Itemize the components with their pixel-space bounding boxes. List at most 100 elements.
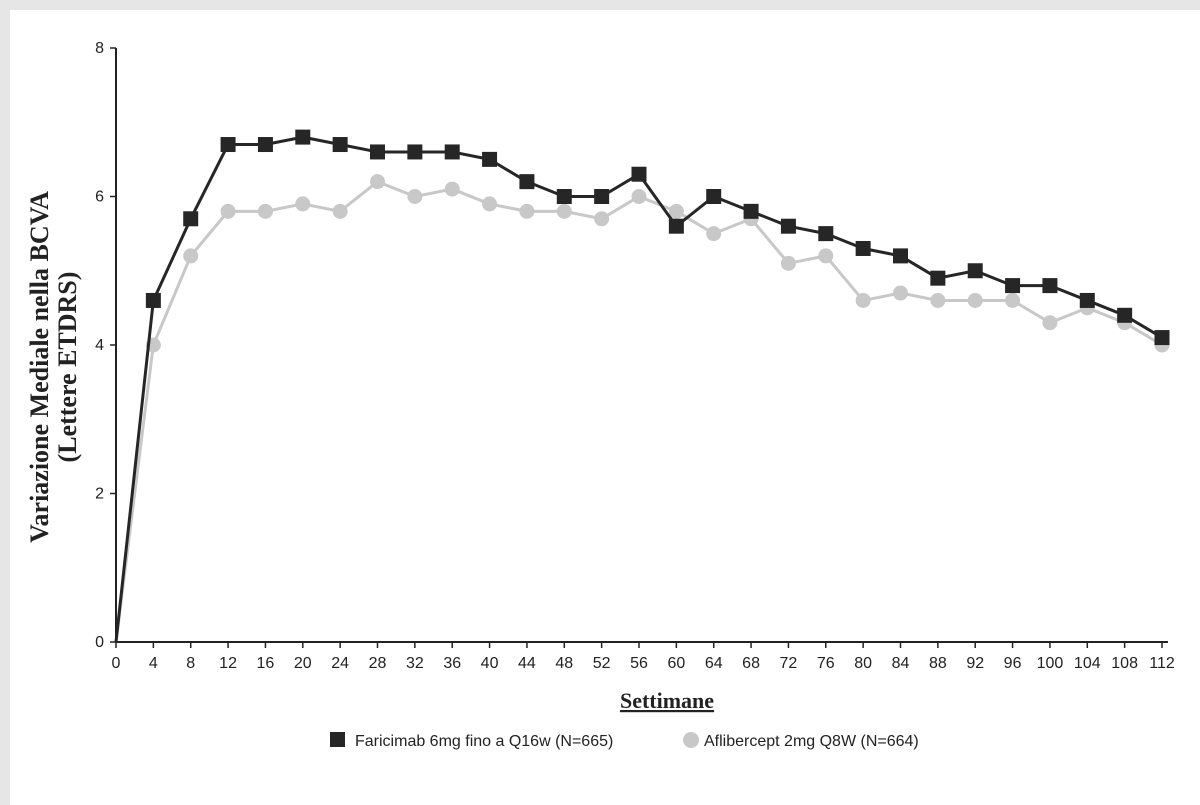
- x-tick-label: 20: [294, 655, 312, 672]
- data-point-faricimab: [556, 189, 572, 204]
- x-tick-label: 80: [854, 655, 872, 672]
- x-tick-label: 4: [149, 655, 158, 672]
- data-point-faricimab: [594, 189, 610, 204]
- data-point-aflibercept: [332, 203, 348, 219]
- data-point-faricimab: [370, 144, 385, 160]
- data-point-faricimab: [967, 263, 983, 279]
- x-tick-label: 40: [481, 655, 499, 672]
- data-point-faricimab: [631, 166, 647, 182]
- x-tick-label: 12: [219, 655, 237, 672]
- x-tick-label: 84: [892, 655, 910, 672]
- x-tick-label: 96: [1004, 655, 1022, 672]
- data-point-aflibercept: [482, 196, 498, 212]
- data-point-aflibercept: [967, 292, 983, 308]
- y-tick-label: 8: [95, 40, 104, 57]
- series-line-faricimab: [114, 135, 1163, 643]
- x-tick-label: 92: [966, 655, 984, 672]
- x-tick-label: 0: [112, 655, 121, 672]
- y-axis-title-line-1: Variazione Mediale nella BCVA: [25, 191, 54, 543]
- x-tick-label: 60: [667, 655, 685, 672]
- data-point-aflibercept: [556, 203, 572, 219]
- x-tick-label: 72: [780, 655, 798, 672]
- series-line-aflibercept: [114, 180, 1163, 643]
- x-tick-label: 108: [1111, 655, 1138, 672]
- data-point-aflibercept: [631, 189, 647, 204]
- data-point-faricimab: [855, 240, 871, 256]
- data-point-faricimab: [332, 137, 348, 153]
- x-tick-label: 88: [929, 655, 947, 672]
- data-point-aflibercept: [257, 203, 273, 219]
- data-point-aflibercept: [519, 203, 535, 219]
- data-point-aflibercept: [183, 248, 199, 264]
- x-tick-label: 112: [1149, 655, 1175, 672]
- data-point-aflibercept: [220, 203, 236, 219]
- data-point-aflibercept: [444, 181, 460, 197]
- x-axis-title: Settimane: [620, 688, 714, 713]
- series-layer: [114, 129, 1170, 643]
- y-axis-title-line-2: (Lettere ETDRS): [53, 272, 82, 463]
- data-point-faricimab: [183, 211, 199, 227]
- x-tick-label: 100: [1037, 655, 1064, 672]
- data-point-faricimab: [818, 226, 834, 242]
- data-point-aflibercept: [818, 248, 834, 264]
- y-tick-label: 0: [95, 634, 104, 651]
- legend: Faricimab 6mg fino a Q16w (N=665) Aflibe…: [330, 732, 919, 750]
- axes-layer: [115, 48, 1168, 643]
- data-point-faricimab: [1117, 307, 1133, 323]
- data-point-faricimab: [706, 189, 722, 204]
- x-tick-label: 104: [1074, 655, 1101, 672]
- data-point-faricimab: [1005, 278, 1021, 294]
- x-tick-label: 76: [817, 655, 835, 672]
- data-point-faricimab: [930, 270, 946, 286]
- data-point-aflibercept: [370, 174, 385, 190]
- data-point-faricimab: [444, 144, 460, 160]
- data-point-aflibercept: [930, 292, 946, 308]
- data-point-faricimab: [743, 203, 759, 219]
- y-axis-title: Variazione Mediale nella BCVA (Lettere E…: [25, 191, 82, 543]
- legend-marker-aflibercept: [683, 732, 699, 748]
- data-point-aflibercept: [668, 203, 684, 219]
- data-point-faricimab: [407, 144, 423, 160]
- x-tick-label: 8: [186, 655, 195, 672]
- data-point-faricimab: [482, 151, 498, 167]
- chart-frame: 0 2 4 6 8 0 4 8 12 16 20 24 28 32 36 40 44 48 52 56 60 64 68 72…: [10, 10, 1200, 805]
- x-tick-label: 16: [257, 655, 275, 672]
- x-tick-label: 68: [742, 655, 760, 672]
- data-point-aflibercept: [780, 255, 796, 271]
- data-point-faricimab: [145, 292, 161, 308]
- y-tick-label: 4: [95, 337, 104, 354]
- data-point-faricimab: [220, 137, 236, 153]
- x-tick-label: 64: [705, 655, 723, 672]
- x-tick-label: 28: [369, 655, 387, 672]
- data-point-faricimab: [668, 218, 684, 234]
- data-point-faricimab: [1154, 330, 1170, 346]
- legend-label-aflibercept: Aflibercept 2mg Q8W (N=664): [704, 733, 919, 750]
- data-point-faricimab: [1042, 278, 1058, 294]
- x-tick-label: 24: [331, 655, 349, 672]
- data-point-aflibercept: [706, 226, 722, 242]
- data-point-faricimab: [519, 174, 535, 190]
- data-point-faricimab: [1079, 292, 1095, 308]
- data-point-faricimab: [257, 137, 273, 153]
- x-tick-label: 36: [443, 655, 461, 672]
- data-point-faricimab: [893, 248, 908, 264]
- x-tick-label: 32: [406, 655, 424, 672]
- data-point-aflibercept: [594, 211, 610, 227]
- data-point-faricimab: [295, 129, 311, 145]
- x-tick-label: 48: [555, 655, 573, 672]
- legend-marker-faricimab: [330, 732, 345, 747]
- legend-label-faricimab: Faricimab 6mg fino a Q16w (N=665): [355, 733, 613, 750]
- data-point-faricimab: [780, 218, 796, 234]
- x-tick-label: 56: [630, 655, 648, 672]
- data-point-aflibercept: [295, 196, 311, 212]
- y-tick-label: 6: [95, 189, 104, 206]
- y-tick-label: 2: [95, 486, 104, 503]
- data-point-aflibercept: [407, 189, 423, 204]
- x-tick-label: 44: [518, 655, 536, 672]
- data-point-aflibercept: [893, 285, 908, 301]
- data-point-aflibercept: [1005, 292, 1021, 308]
- x-tick-label: 52: [593, 655, 611, 672]
- data-point-aflibercept: [1042, 315, 1058, 331]
